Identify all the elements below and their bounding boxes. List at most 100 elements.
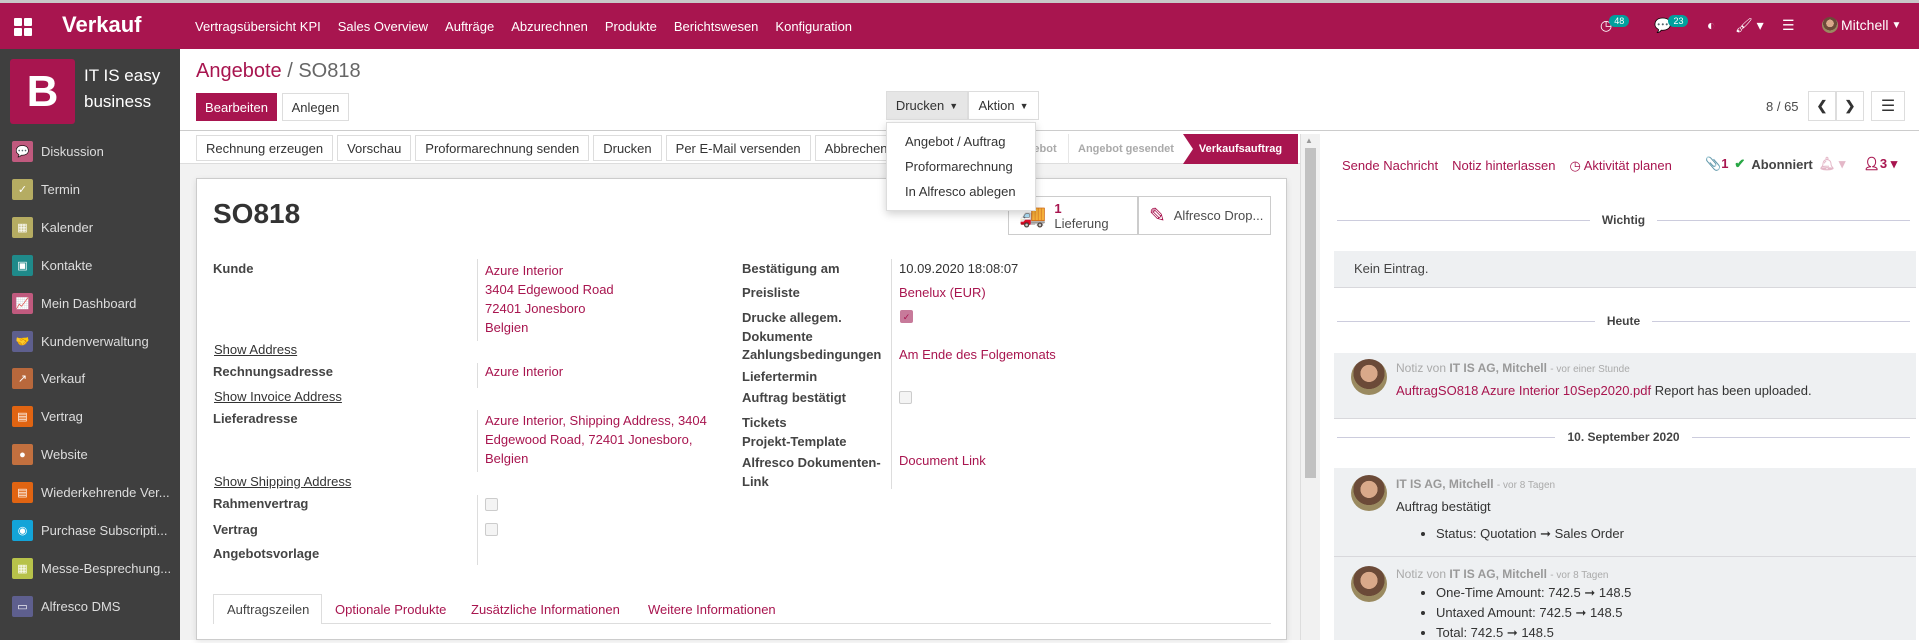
sidebar-item[interactable]: ↗ Verkauf: [12, 368, 177, 390]
create-button[interactable]: Anlegen: [282, 93, 349, 121]
sidebar-item-label: Messe-Besprechung...: [41, 560, 172, 576]
sidebar-item-label: Kundenverwaltung: [41, 333, 149, 349]
print-dropdown[interactable]: Drucken ▼: [886, 91, 968, 120]
stage-sales-order-active[interactable]: Verkaufsauftrag: [1183, 134, 1298, 164]
breadcrumb-parent[interactable]: Angebote: [196, 60, 282, 82]
alfresco-link-value[interactable]: Document Link: [899, 453, 986, 468]
tab-optional-products[interactable]: Optionale Produkte: [335, 601, 447, 617]
sidebar-item[interactable]: ▦ Kalender: [12, 216, 177, 238]
stage-label: Angebot gesendet: [1078, 143, 1174, 155]
show-invoice-address-link[interactable]: Show Invoice Address: [214, 389, 342, 404]
message: IT IS AG, Mitchell - vor 8 Tagen Auftrag…: [1334, 468, 1916, 557]
menu-reporting[interactable]: Berichtswesen: [673, 19, 759, 34]
sidebar-item[interactable]: ▭ Alfresco DMS: [12, 595, 177, 617]
activity-badge: 48: [1609, 15, 1630, 27]
schedule-activity-button[interactable]: ◷ Aktivität planen: [1569, 158, 1671, 174]
menu-products[interactable]: Produkte: [604, 19, 657, 34]
menu-item-proforma[interactable]: Proformarechnung: [905, 159, 1013, 174]
delivery-smart-button[interactable]: 🚚 1 Lieferung: [1008, 196, 1138, 235]
sidebar-item[interactable]: ▣ Kontakte: [12, 254, 177, 276]
send-message-button[interactable]: Sende Nachricht: [1342, 158, 1439, 173]
follow-button[interactable]: Abonniert: [1751, 156, 1813, 172]
brush-icon[interactable]: 🖌 ▾: [1735, 17, 1764, 33]
header-button[interactable]: Rechnung erzeugen: [196, 135, 334, 161]
chatter-actions: Sende Nachricht Notiz hinterlassen ◷ Akt…: [1342, 158, 1672, 174]
pricelist-value[interactable]: Benelux (EUR): [899, 285, 986, 300]
user-menu[interactable]: Mitchell ▼: [1822, 17, 1901, 33]
show-address-link[interactable]: Show Address: [214, 342, 298, 357]
alfresco-smart-button[interactable]: ✎ Alfresco Drop...: [1138, 196, 1271, 235]
menu-configuration[interactable]: Konfiguration: [775, 19, 853, 34]
tracking-item: Status: Quotation ➞ Sales Order: [1436, 524, 1624, 544]
header-button[interactable]: Drucken: [593, 135, 662, 161]
sidebar-item[interactable]: 💬 Diskussion: [12, 141, 177, 162]
separator-label: Wichtig: [1601, 213, 1646, 227]
show-shipping-address-link[interactable]: Show Shipping Address: [214, 474, 352, 489]
activity-button[interactable]: ◷ 48: [1600, 15, 1632, 34]
delivery-address-value[interactable]: Azure Interior, Shipping Address, 3404 Ed…: [485, 411, 707, 468]
sidebar-item[interactable]: 📈 Mein Dashboard: [12, 292, 177, 314]
form-scrollbar[interactable]: ▲: [1300, 134, 1320, 640]
hamburger-icon[interactable]: ☰: [1782, 17, 1795, 33]
menu-kpi[interactable]: Vertragsübersicht KPI: [195, 19, 321, 34]
tab-additional-info[interactable]: Zusätzliche Informationen: [471, 601, 620, 617]
menu-sales-overview[interactable]: Sales Overview: [337, 19, 429, 34]
timestamp: - vor 8 Tagen: [1550, 570, 1609, 581]
attachments-button[interactable]: 📎1: [1705, 156, 1728, 172]
sidebar-item[interactable]: 🤝 Kundenverwaltung: [12, 330, 177, 352]
sidebar-item[interactable]: ✓ Termin: [12, 178, 177, 200]
messages-button[interactable]: 💬 23: [1654, 15, 1691, 34]
sidebar-item[interactable]: ◉ Purchase Subscripti...: [12, 520, 177, 541]
invoice-address-value[interactable]: Azure Interior: [485, 364, 564, 379]
bell-icon[interactable]: 🔔︎ ▾: [1818, 156, 1846, 171]
menu-orders[interactable]: Aufträge: [445, 19, 495, 34]
sidebar-item[interactable]: ● Website: [12, 444, 177, 466]
log-note-button[interactable]: Notiz hinterlassen: [1452, 158, 1556, 173]
layout-toggle-icon[interactable]: ☰: [1871, 91, 1905, 121]
sidebar-item[interactable]: ▤ Wiederkehrende Ver...: [12, 482, 177, 504]
header-button[interactable]: Per E-Mail versenden: [665, 135, 811, 161]
edit-button[interactable]: Bearbeiten: [196, 93, 277, 121]
message-meta: IT IS AG, Mitchell - vor 8 Tagen: [1396, 477, 1555, 491]
tab-order-lines[interactable]: Auftragszeilen: [213, 594, 322, 624]
order-confirmed-checkbox[interactable]: [899, 391, 912, 404]
scrollbar-thumb[interactable]: [1305, 148, 1316, 478]
followers-button[interactable]: 👤︎3 ▾: [1863, 156, 1898, 171]
divider: [180, 130, 1919, 131]
contract-checkbox[interactable]: [485, 523, 498, 536]
check-icon: ✔: [1734, 156, 1746, 171]
tab-further-info[interactable]: Weitere Informationen: [648, 601, 776, 617]
separator-today: Heute: [1337, 314, 1910, 328]
author-name[interactable]: IT IS AG, Mitchell: [1396, 477, 1494, 491]
customer-value[interactable]: Azure Interior 3404 Edgewood Road 72401 Jo…: [485, 261, 614, 337]
sidebar-item[interactable]: ▦ Messe-Besprechung...: [12, 557, 177, 579]
scroll-up-icon[interactable]: ▲: [1305, 136, 1313, 145]
user-avatar: [1822, 17, 1838, 33]
print-documents-checkbox[interactable]: ✓: [900, 310, 913, 323]
delivery-address-label: Lieferadresse: [213, 411, 298, 426]
author-name[interactable]: IT IS AG, Mitchell: [1449, 361, 1547, 375]
tickets-label: Tickets: [742, 415, 787, 430]
sidebar-item[interactable]: ▤ Vertrag: [12, 406, 177, 428]
contrast-icon[interactable]: ◐: [1707, 17, 1716, 33]
author-name[interactable]: IT IS AG, Mitchell: [1449, 567, 1547, 581]
confirmation-date-value: 10.09.2020 18:08:07: [899, 261, 1019, 276]
message-text: Auftrag bestätigt: [1396, 499, 1491, 514]
stage-sent[interactable]: Angebot gesendet: [1068, 134, 1183, 164]
header-button[interactable]: Vorschau: [337, 135, 412, 161]
clock-icon: ◷: [1600, 17, 1613, 33]
label-line: Link: [742, 474, 769, 489]
header-button[interactable]: Proformarechnung senden: [415, 135, 590, 161]
payment-terms-value[interactable]: Am Ende des Folgemonats: [899, 347, 1056, 362]
menu-to-invoice[interactable]: Abzurechnen: [511, 19, 588, 34]
pager-previous-button[interactable]: ❮: [1808, 91, 1836, 121]
print-label: Drucken: [895, 98, 945, 113]
pager-next-button[interactable]: ❯: [1836, 91, 1864, 121]
print-dropdown-menu: Angebot / Auftrag Proformarechnung In Al…: [886, 122, 1036, 211]
menu-item-quotation-order[interactable]: Angebot / Auftrag: [905, 134, 1006, 149]
menu-item-alfresco-store[interactable]: In Alfresco ablegen: [905, 184, 1016, 199]
action-dropdown[interactable]: Aktion ▼: [968, 91, 1039, 120]
apps-grid-icon[interactable]: [14, 18, 32, 36]
attachment-link[interactable]: AuftragSO818 Azure Interior 10Sep2020.pd…: [1396, 383, 1652, 398]
framework-contract-checkbox[interactable]: [485, 498, 498, 511]
